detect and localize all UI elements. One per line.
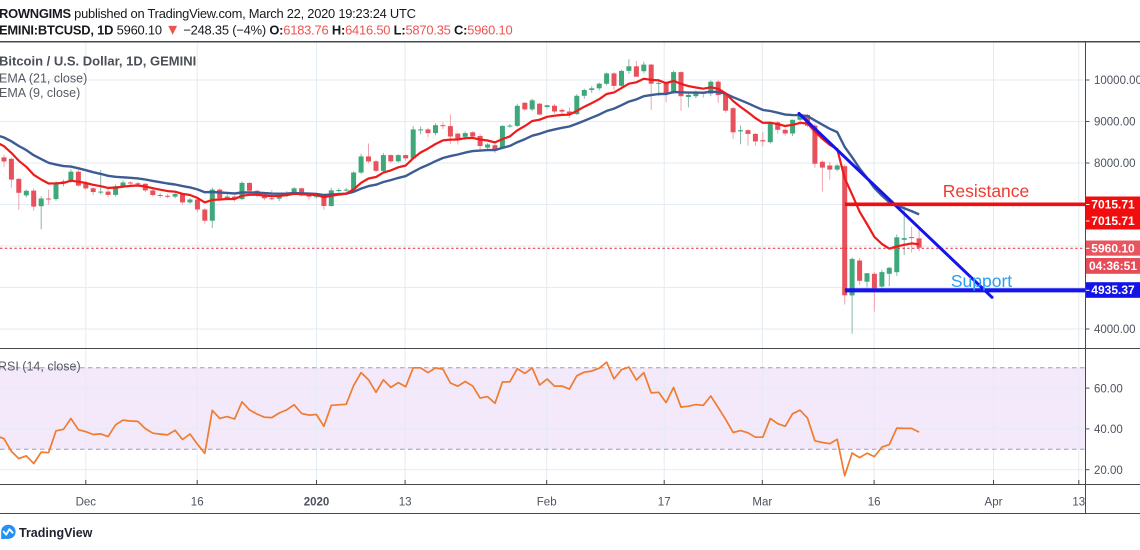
svg-text:04:36:51: 04:36:51 xyxy=(1089,259,1137,273)
svg-text:Bitcoin / U.S. Dollar, 1D, GEM: Bitcoin / U.S. Dollar, 1D, GEMINI xyxy=(0,54,196,69)
svg-text:2020: 2020 xyxy=(304,497,330,509)
svg-text:Feb: Feb xyxy=(537,497,557,509)
svg-text:5960.10: 5960.10 xyxy=(1091,241,1135,255)
svg-text:Resistance: Resistance xyxy=(943,181,1030,201)
svg-text:16: 16 xyxy=(191,497,204,509)
svg-text:17: 17 xyxy=(658,497,671,509)
svg-text:7015.71: 7015.71 xyxy=(1091,214,1135,228)
svg-text:13: 13 xyxy=(399,497,412,509)
svg-text:8000.00: 8000.00 xyxy=(1094,158,1136,170)
svg-text:7015.71: 7015.71 xyxy=(1091,198,1135,212)
svg-text:13: 13 xyxy=(1072,497,1085,509)
svg-text:EMA (21, close): EMA (21, close) xyxy=(0,72,87,86)
svg-text:ROWNGIMS published on TradingV: ROWNGIMS published on TradingView.com, M… xyxy=(0,6,416,21)
svg-text:20.00: 20.00 xyxy=(1094,465,1123,477)
svg-text:16: 16 xyxy=(868,497,881,509)
svg-text:Support: Support xyxy=(951,271,1012,291)
svg-text:EMINI:BTCUSD, 1D 5960.10 ▼ −2: EMINI:BTCUSD, 1D 5960.10 ▼ −248.35 (−4%)… xyxy=(0,22,512,39)
svg-text:4935.37: 4935.37 xyxy=(1091,283,1135,297)
svg-text:EMA (9, close): EMA (9, close) xyxy=(0,86,80,100)
svg-text:RSI (14, close): RSI (14, close) xyxy=(0,360,81,374)
svg-text:4000.00: 4000.00 xyxy=(1094,324,1136,336)
svg-text:10000.00: 10000.00 xyxy=(1094,75,1140,87)
svg-text:Apr: Apr xyxy=(985,497,1003,509)
svg-text:Mar: Mar xyxy=(752,497,772,509)
svg-text:60.00: 60.00 xyxy=(1094,383,1123,395)
svg-text:TradingView: TradingView xyxy=(19,526,93,540)
svg-text:40.00: 40.00 xyxy=(1094,424,1123,436)
svg-text:Dec: Dec xyxy=(76,497,97,509)
svg-text:9000.00: 9000.00 xyxy=(1094,117,1136,129)
